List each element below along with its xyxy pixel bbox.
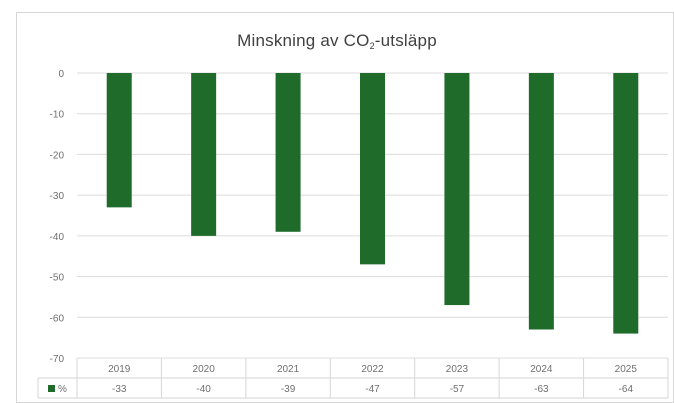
chart-title-subscript: 2 [369, 41, 375, 51]
data-table-value: -57 [450, 384, 465, 395]
x-category-label: 2024 [530, 364, 553, 375]
bar [613, 73, 639, 334]
chart-title-prefix: Minskning av CO [237, 31, 370, 50]
data-table-value: -40 [196, 384, 211, 395]
y-tick-label: -70 [50, 354, 65, 365]
bar [360, 73, 385, 265]
chart-title: Minskning av CO2-utsläpp [0, 31, 674, 51]
bar [275, 73, 301, 232]
x-category-label: 2025 [615, 364, 638, 375]
data-table-value: -64 [619, 384, 634, 395]
y-tick-label: -60 [50, 313, 65, 324]
legend-label: % [58, 384, 67, 395]
y-tick-label: -20 [50, 150, 65, 161]
y-tick-label: -10 [50, 110, 65, 121]
y-tick-label: -50 [50, 273, 65, 284]
data-table-value: -63 [534, 384, 549, 395]
x-category-label: 2021 [277, 364, 300, 375]
legend-swatch [48, 385, 55, 392]
y-tick-label: -40 [50, 232, 65, 243]
x-category-label: 2019 [108, 364, 131, 375]
bar [106, 73, 132, 208]
x-category-label: 2023 [446, 364, 469, 375]
bar [528, 73, 554, 330]
y-tick-label: -30 [50, 191, 65, 202]
y-tick-label: 0 [58, 69, 64, 80]
data-table-value: -47 [365, 384, 380, 395]
bar [191, 73, 217, 236]
x-category-label: 2022 [361, 364, 384, 375]
data-table-value: -33 [112, 384, 127, 395]
x-category-label: 2020 [193, 364, 216, 375]
data-table-value: -39 [281, 384, 296, 395]
bar [444, 73, 470, 306]
chart-title-suffix: -utsläpp [374, 31, 437, 50]
